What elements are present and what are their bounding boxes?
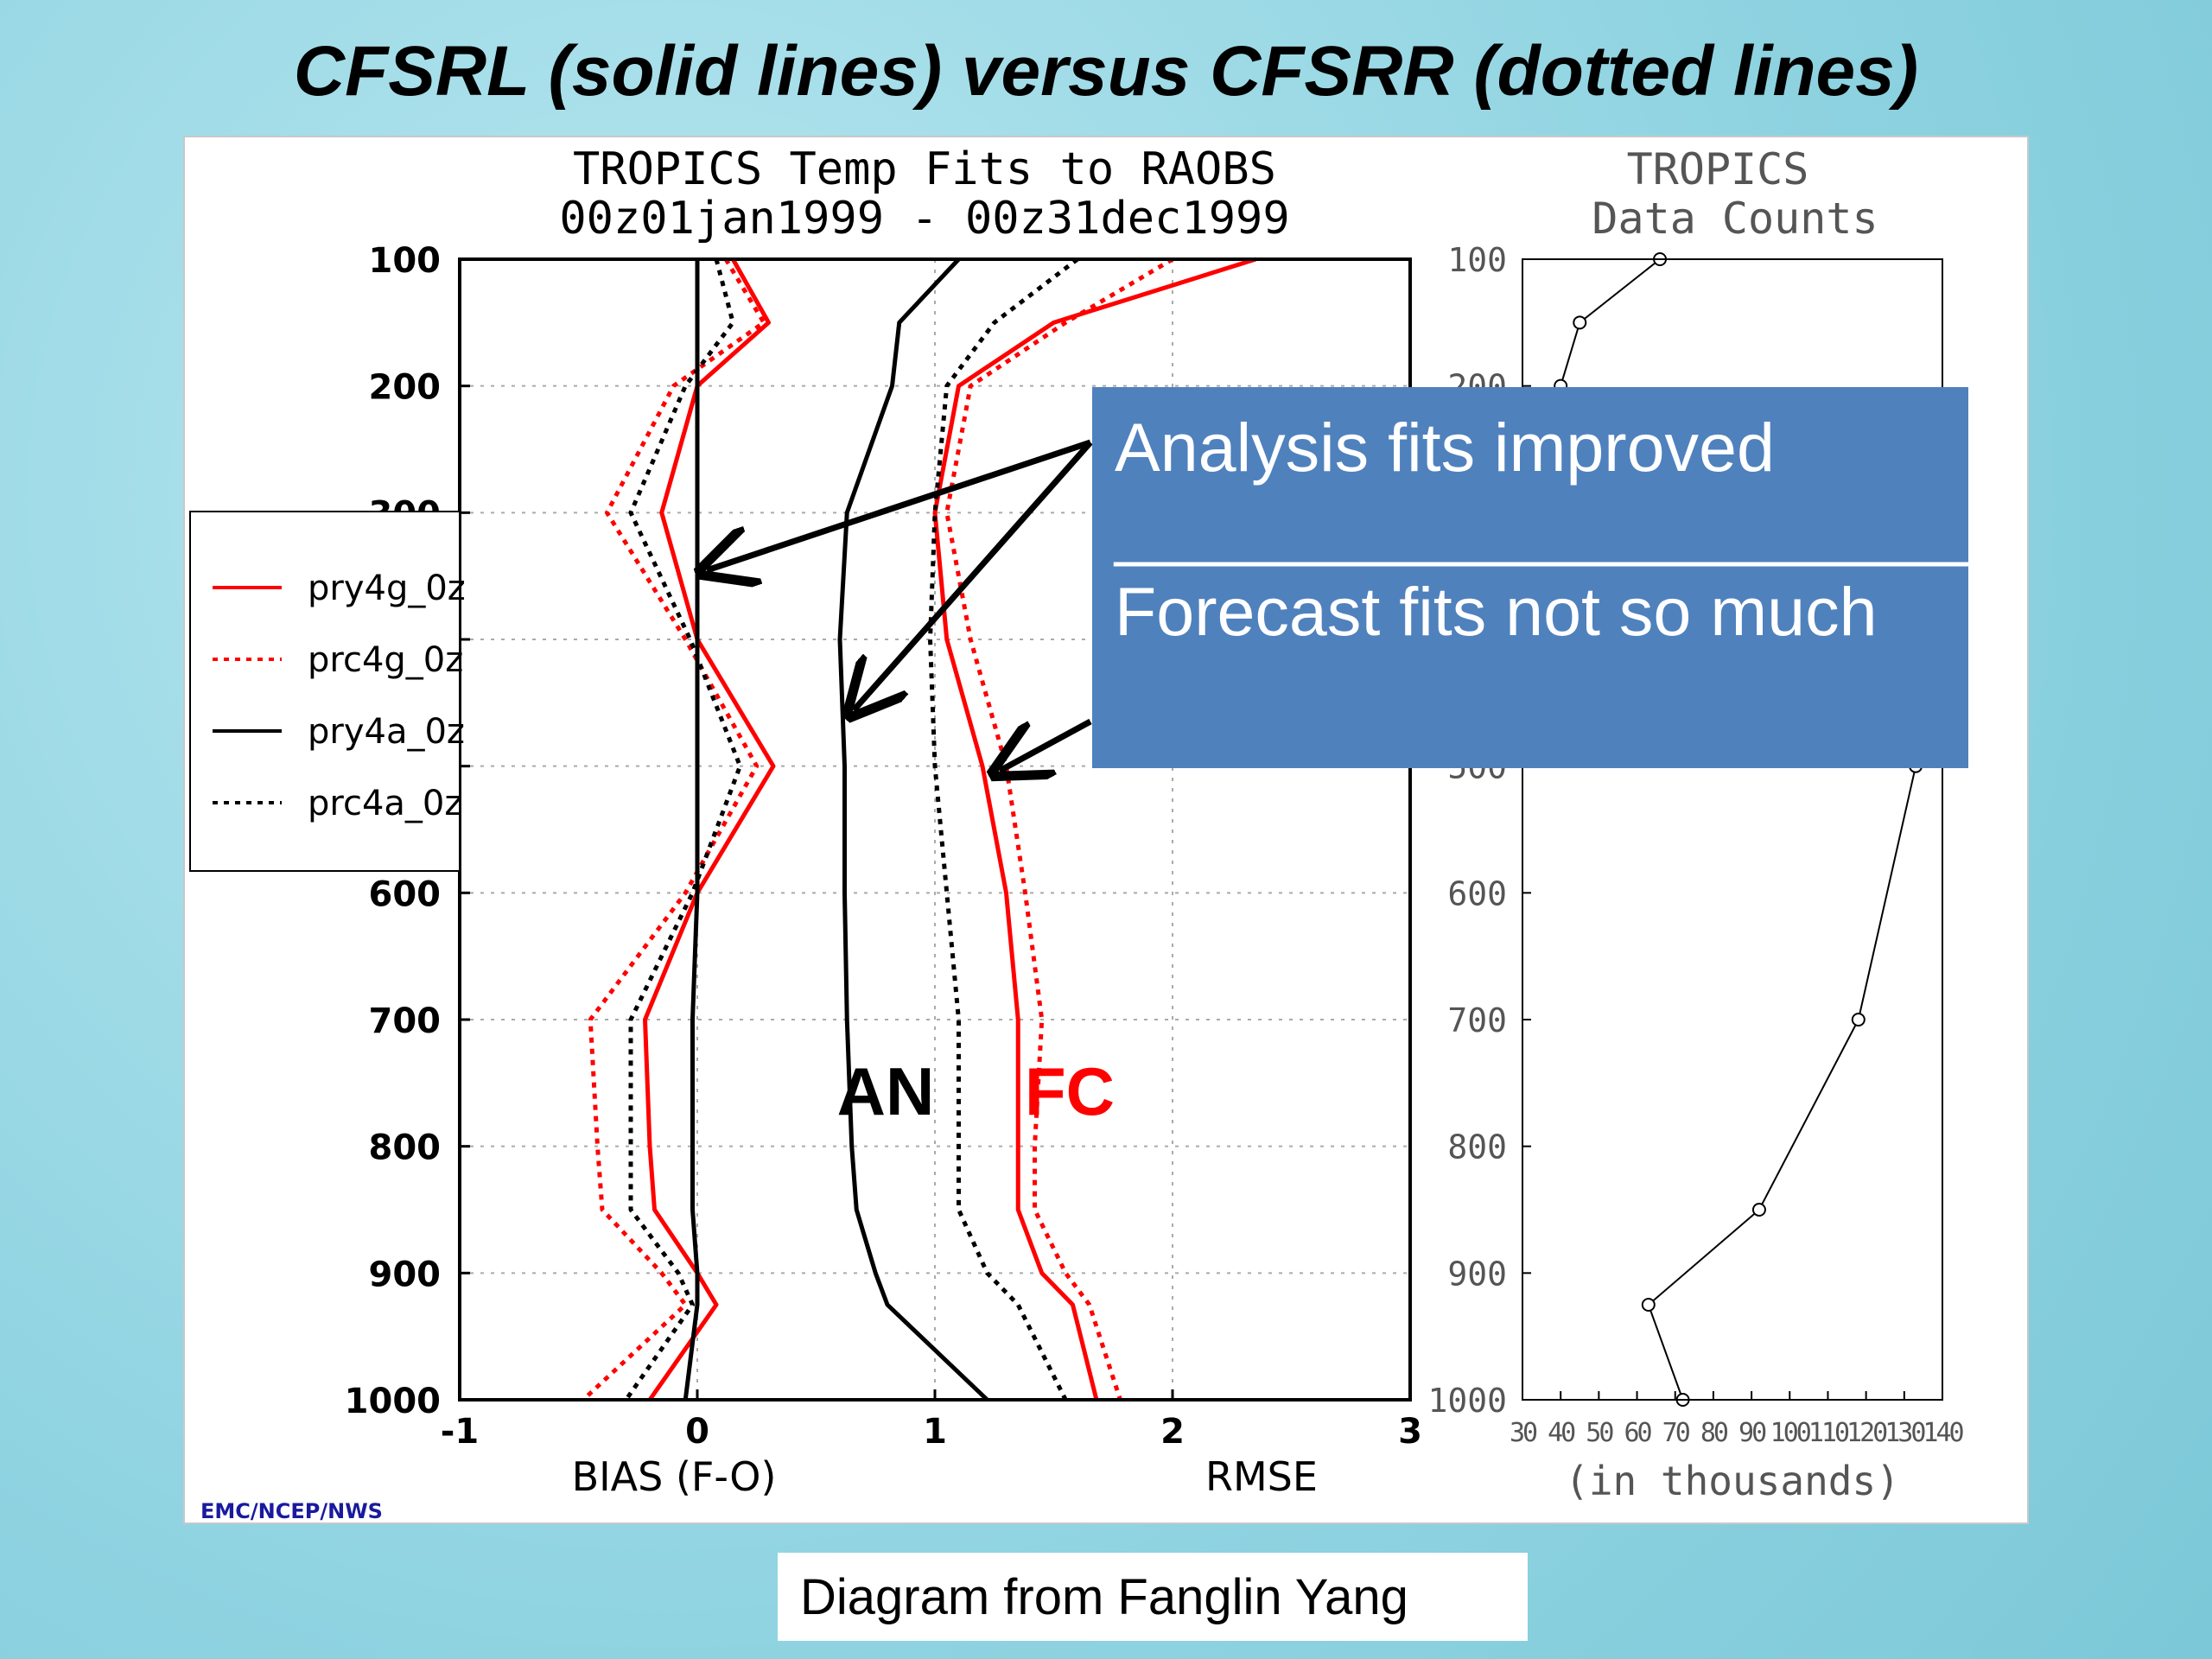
series-line-prc4a_0z-bias [624, 258, 742, 1402]
legend-label: pry4g_0z [308, 569, 466, 608]
counts-x-tick-label: 120 [1847, 1418, 1887, 1448]
counts-plot-frame [1522, 258, 1943, 1401]
callout-separator: ________________________ [1115, 491, 1986, 568]
counts-point [1751, 1203, 1766, 1217]
legend-label: prc4g_0z [308, 640, 463, 680]
x-tick-label: -1 [441, 1412, 479, 1452]
counts-y-tick-label: 600 [1447, 874, 1507, 912]
counts-y-tick-label: 100 [1447, 241, 1507, 279]
counts-axis-label: (in thousands) [1565, 1458, 1900, 1504]
arrow-to-analysis-rmse [854, 440, 1093, 710]
counts-x-tick-label: 100 [1770, 1418, 1811, 1448]
counts-y-tick-label: 800 [1447, 1128, 1507, 1166]
counts-chart-title: TROPICS [1627, 144, 1809, 194]
counts-point [1641, 1298, 1656, 1312]
source-footer: EMC/NCEP/NWS [200, 1499, 383, 1523]
callout-line-forecast: Forecast fits not so much [1115, 573, 1878, 650]
legend-label: prc4a_0z [308, 784, 462, 823]
counts-x-tick-label: 110 [1808, 1418, 1849, 1448]
main-series-group [582, 257, 1256, 1402]
y-tick-label: 800 [369, 1128, 442, 1168]
credit-box: Diagram from Fanglin Yang [778, 1553, 1528, 1641]
arrow-to-forecast-rmse [1000, 718, 1092, 771]
series-line-pry4a_0z-rmse [837, 257, 989, 1402]
y-tick-label: 700 [369, 1001, 442, 1041]
y-tick-label: 900 [369, 1255, 442, 1294]
series-line-prc4g_0z-bias [582, 257, 766, 1402]
y-tick-label: 1000 [345, 1382, 441, 1421]
counts-chart-subtitle: Data Counts [1592, 194, 1878, 244]
y-tick-label: 100 [369, 241, 442, 281]
x-tick-label: 1 [923, 1412, 947, 1452]
rmse-axis-label: RMSE [1205, 1453, 1318, 1500]
callout-box: Analysis fits improved _________________… [1092, 387, 1986, 768]
bias-axis-label: BIAS (F-O) [572, 1453, 777, 1500]
counts-point [1851, 1013, 1866, 1027]
counts-x-tick-label: 70 [1662, 1418, 1690, 1448]
series-line-pry4g_0z-rmse [932, 257, 1256, 1401]
counts-x-tick-label: 90 [1738, 1418, 1766, 1448]
x-tick-label: 3 [1398, 1412, 1422, 1452]
counts-x-tick-label: 130 [1885, 1418, 1925, 1448]
counts-x-tick-label: 30 [1510, 1418, 1537, 1448]
legend-box [189, 511, 461, 872]
counts-x-tick-label: 40 [1548, 1418, 1575, 1448]
chart-panel [183, 136, 2029, 1524]
series-line-pry4a_0z-bias [683, 259, 700, 1401]
arrow-to-bias [707, 439, 1092, 570]
x-tick-label: 2 [1160, 1412, 1185, 1452]
series-line-prc4a_0z-rmse [928, 257, 1079, 1402]
legend: pry4g_0z prc4g_0z pry4a_0z prc4a_0z [189, 511, 466, 872]
forecast-annotation: FC [1025, 1053, 1115, 1129]
counts-y-tick-label: 900 [1447, 1255, 1507, 1293]
series-line-prc4g_0z-rmse [944, 257, 1174, 1401]
counts-x-tick-label: 80 [1700, 1418, 1728, 1448]
counts-x-tick-label: 140 [1923, 1418, 1963, 1448]
x-tick-label: 0 [685, 1412, 709, 1452]
counts-x-tick-label: 60 [1624, 1418, 1651, 1448]
counts-x-tick-label: 50 [1586, 1418, 1613, 1448]
counts-y-tick-label: 1000 [1427, 1382, 1507, 1420]
y-tick-label: 200 [369, 368, 442, 408]
counts-y-tick-label: 700 [1447, 1001, 1507, 1039]
slide-title: CFSRL (solid lines) versus CFSRR (dotted… [293, 32, 1919, 111]
main-chart-subtitle: 00z01jan1999 - 00z31dec1999 [559, 193, 1289, 245]
main-chart-title: TROPICS Temp Fits to RAOBS [573, 143, 1276, 195]
counts-point [1573, 315, 1587, 330]
y-tick-label: 600 [369, 874, 442, 914]
legend-label: pry4a_0z [308, 712, 465, 752]
callout-line-analysis: Analysis fits improved [1115, 409, 1775, 486]
analysis-annotation: AN [837, 1053, 935, 1129]
